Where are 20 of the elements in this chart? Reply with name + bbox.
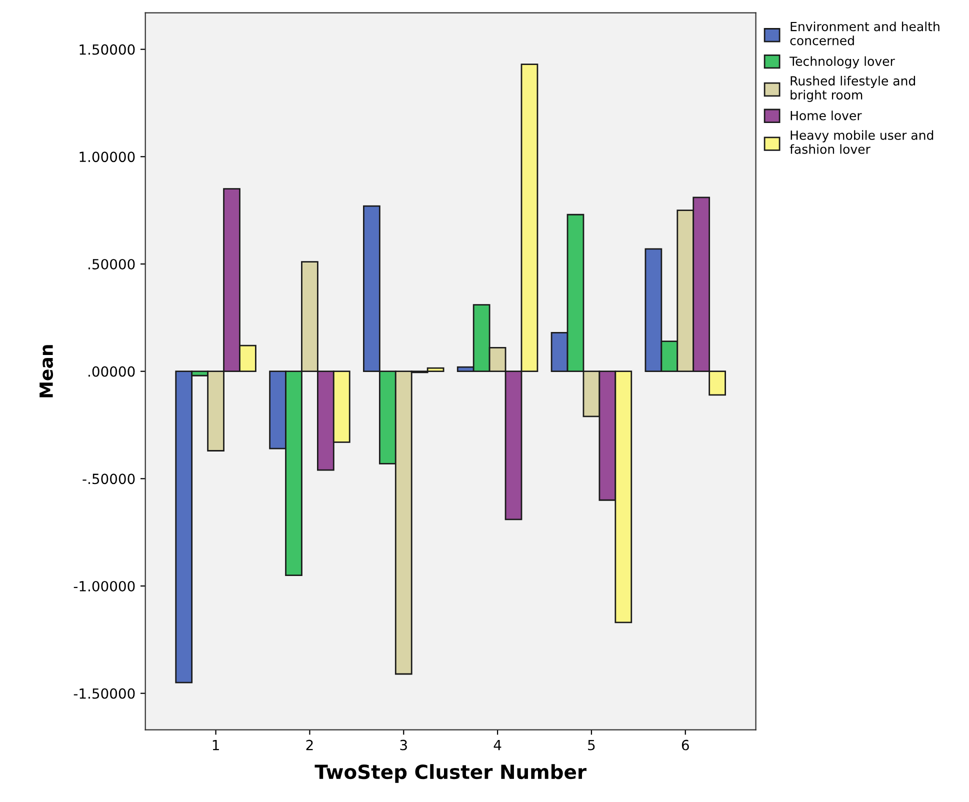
y-tick-label: 1.00000 <box>80 152 135 162</box>
x-tick-label: 5 <box>588 740 595 750</box>
legend-label: Home lover <box>790 110 862 120</box>
y-tick-label: -1.00000 <box>74 580 135 592</box>
y-tick-label: -.50000 <box>82 474 135 484</box>
legend-label: Rushed lifestyle and bright room <box>790 76 916 102</box>
x-tick-label: 3 <box>400 740 407 750</box>
y-tick-label: 1.50000 <box>80 44 135 55</box>
legend-label: Heavy mobile user and fashion lover <box>790 130 934 154</box>
y-tick-label: .50000 <box>88 258 135 270</box>
legend-label: Environment and health concerned <box>790 22 940 46</box>
x-tick-label: 6 <box>682 740 689 750</box>
y-axis-title: Mean <box>40 345 54 398</box>
legend-label: Technology lover <box>790 56 895 68</box>
x-tick-label: 4 <box>494 740 502 750</box>
y-tick-label: -1.50000 <box>74 688 135 699</box>
y-tick-label: .00000 <box>88 366 135 377</box>
x-tick-label: 2 <box>306 740 313 750</box>
x-axis-title: TwoStep Cluster Number <box>314 764 586 783</box>
x-tick-label: 1 <box>212 740 219 750</box>
